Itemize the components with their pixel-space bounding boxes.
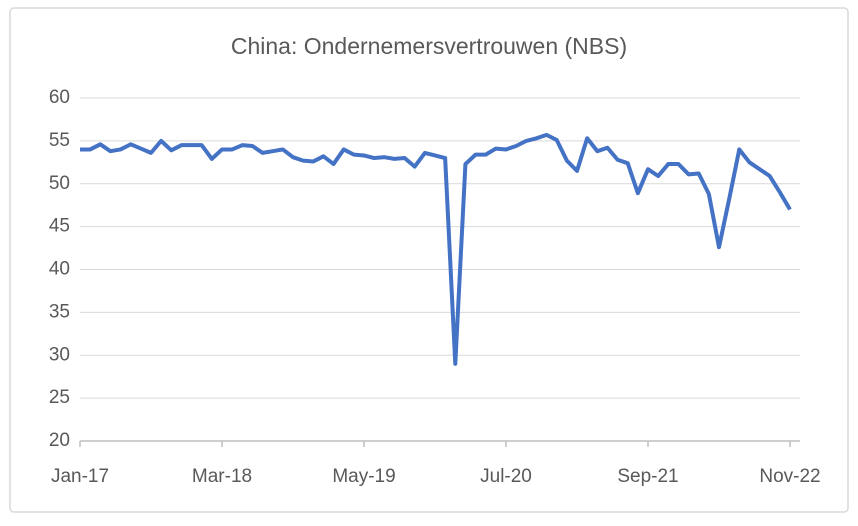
y-tick-label: 30	[49, 344, 70, 365]
x-tick-label: Sep-21	[617, 466, 678, 487]
y-tick-label: 60	[49, 87, 70, 108]
x-tick-label: Mar-18	[192, 466, 252, 487]
y-tick-label: 50	[49, 173, 70, 194]
data-line	[80, 132, 792, 366]
y-tick-label: 55	[49, 130, 70, 151]
x-tick-label: Nov-22	[759, 466, 820, 487]
chart-frame	[9, 7, 849, 513]
y-tick-label: 20	[49, 430, 70, 451]
x-tick-label: Jan-17	[51, 466, 109, 487]
x-tick-label: May-19	[332, 466, 395, 487]
x-tick-label: Jul-20	[480, 466, 532, 487]
y-tick-label: 25	[49, 387, 70, 408]
y-tick-label: 40	[49, 259, 70, 280]
chart-title: China: Ondernemersvertrouwen (NBS)	[231, 33, 627, 59]
y-tick-label: 35	[49, 301, 70, 322]
y-tick-label: 45	[49, 216, 70, 237]
